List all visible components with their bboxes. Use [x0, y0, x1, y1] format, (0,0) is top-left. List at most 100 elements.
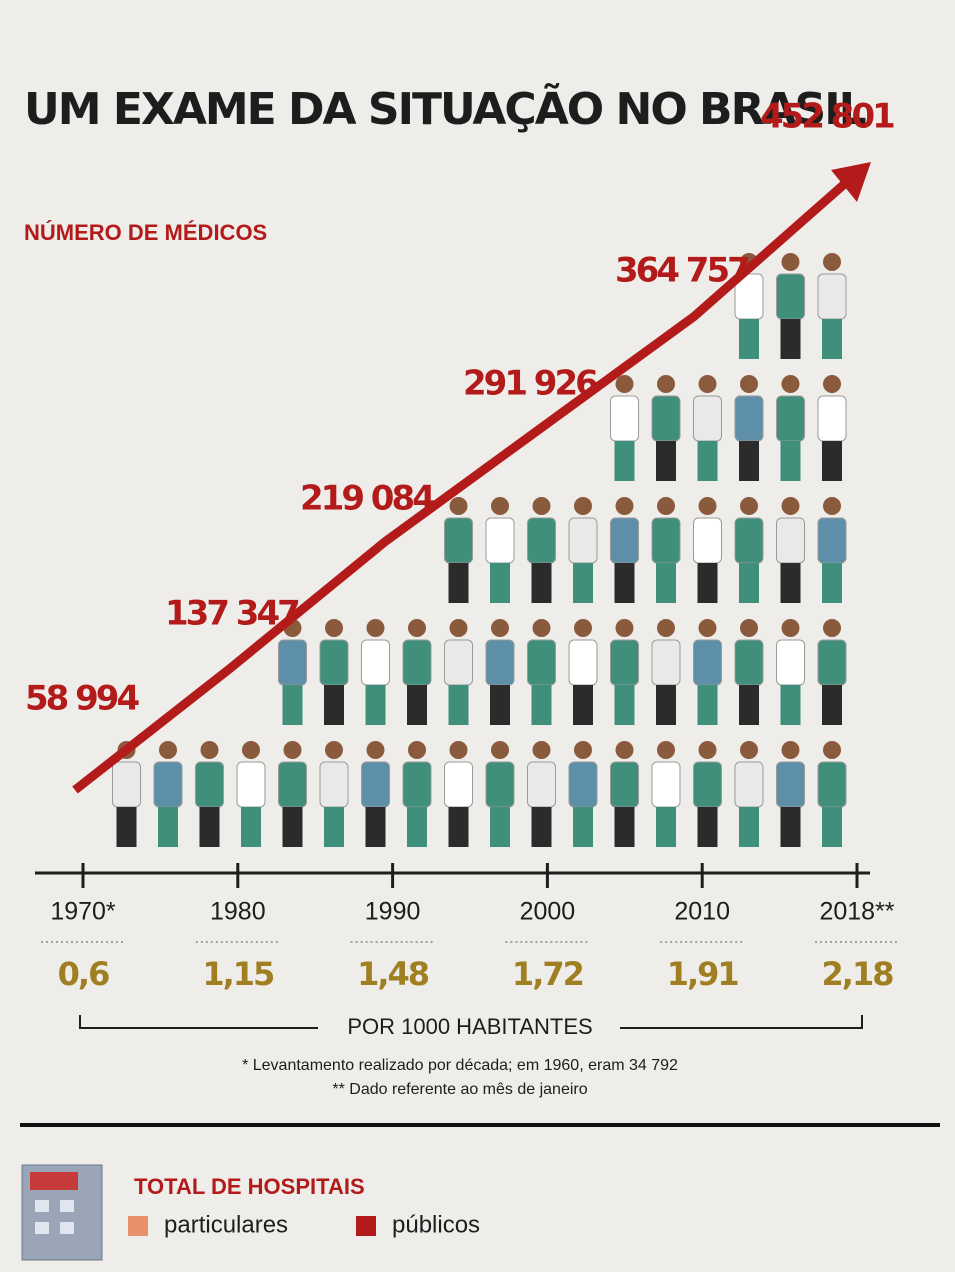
bracket — [79, 1015, 863, 1029]
chart-title: UM EXAME DA SITUAÇÃO NO BRASIL — [24, 82, 866, 135]
people-illustration — [112, 253, 847, 847]
x-tick-label: 2010 — [674, 898, 730, 926]
person-head — [657, 741, 675, 759]
person-body — [651, 639, 681, 686]
legend-swatch — [356, 1216, 376, 1236]
person-legs — [531, 563, 552, 603]
person-head — [574, 619, 592, 637]
person-legs — [282, 685, 303, 725]
ratio-label: 1,72 — [512, 955, 583, 993]
person-legs — [739, 685, 759, 725]
person-head — [408, 741, 426, 759]
person-legs — [739, 563, 759, 603]
person-legs — [739, 807, 759, 847]
person-head — [242, 741, 260, 759]
person-body — [734, 639, 764, 686]
person-head — [781, 497, 800, 515]
person-head — [823, 375, 841, 393]
ratio-label: 1,15 — [202, 955, 274, 993]
person-body — [817, 395, 847, 442]
value-label: 291 926 — [463, 364, 597, 404]
person-head — [615, 497, 634, 515]
person-legs — [199, 807, 220, 847]
bracket-label: POR 1000 HABITANTES — [347, 1014, 592, 1039]
person-legs — [780, 807, 801, 847]
person-head — [159, 741, 177, 759]
person-head — [449, 619, 468, 637]
person-head — [740, 497, 758, 515]
person-head — [823, 497, 841, 515]
person-body — [402, 639, 432, 686]
person-legs — [531, 685, 552, 725]
person-body — [693, 395, 722, 442]
person-head — [615, 619, 634, 637]
person-legs — [324, 685, 344, 725]
person-legs — [614, 441, 635, 481]
ratio-label: 1,91 — [667, 955, 739, 993]
person-head — [781, 619, 800, 637]
person-legs — [407, 685, 427, 725]
person-body — [776, 517, 805, 564]
x-tick-label: 1970* — [50, 898, 116, 926]
person-body — [485, 761, 515, 808]
person-body — [527, 639, 556, 686]
person-legs — [697, 685, 718, 725]
person-body — [651, 395, 681, 442]
person-body — [568, 761, 598, 808]
person-head — [200, 741, 219, 759]
person-head — [449, 741, 468, 759]
person-body — [734, 761, 764, 808]
person-head — [823, 741, 841, 759]
person-head — [532, 497, 551, 515]
chart-subtitle: NÚMERO DE MÉDICOS — [24, 220, 267, 245]
person-legs — [822, 807, 842, 847]
person-head — [740, 375, 758, 393]
person-body — [776, 639, 805, 686]
person-head — [408, 619, 426, 637]
person-body — [693, 639, 722, 686]
person-legs — [739, 441, 759, 481]
person-body — [278, 639, 307, 686]
person-body — [444, 761, 473, 808]
person-body — [693, 761, 722, 808]
legend-label: particulares — [164, 1211, 288, 1238]
person-body — [651, 517, 681, 564]
person-head — [615, 741, 634, 759]
person-body — [568, 517, 598, 564]
person-head — [698, 741, 717, 759]
person-head — [698, 497, 717, 515]
arrow-head — [831, 162, 871, 202]
person-body — [817, 517, 847, 564]
person-legs — [614, 685, 635, 725]
person-body — [776, 273, 805, 320]
person-body — [817, 639, 847, 686]
person-head — [491, 619, 509, 637]
person-body — [236, 761, 266, 808]
person-legs — [780, 319, 801, 359]
person-legs — [822, 441, 842, 481]
hospital-icon — [21, 1164, 103, 1261]
person-legs — [448, 685, 469, 725]
legend-title: TOTAL DE HOSPITAIS — [134, 1174, 365, 1199]
person-legs — [822, 685, 842, 725]
person-head — [781, 375, 800, 393]
person-body — [693, 517, 722, 564]
person-head — [698, 619, 717, 637]
person-head — [491, 741, 509, 759]
person-body — [361, 639, 390, 686]
footnote: ** Dado referente ao mês de janeiro — [332, 1081, 587, 1098]
person-legs — [822, 563, 842, 603]
person-body — [776, 395, 805, 442]
person-body — [568, 639, 598, 686]
person-legs — [490, 563, 510, 603]
legend-swatch — [128, 1216, 148, 1236]
person-legs — [324, 807, 344, 847]
person-head — [366, 619, 385, 637]
person-legs — [241, 807, 261, 847]
person-head — [781, 253, 800, 271]
person-body — [153, 761, 183, 808]
person-body — [610, 395, 639, 442]
person-body — [817, 761, 847, 808]
person-legs — [490, 807, 510, 847]
person-legs — [822, 319, 842, 359]
